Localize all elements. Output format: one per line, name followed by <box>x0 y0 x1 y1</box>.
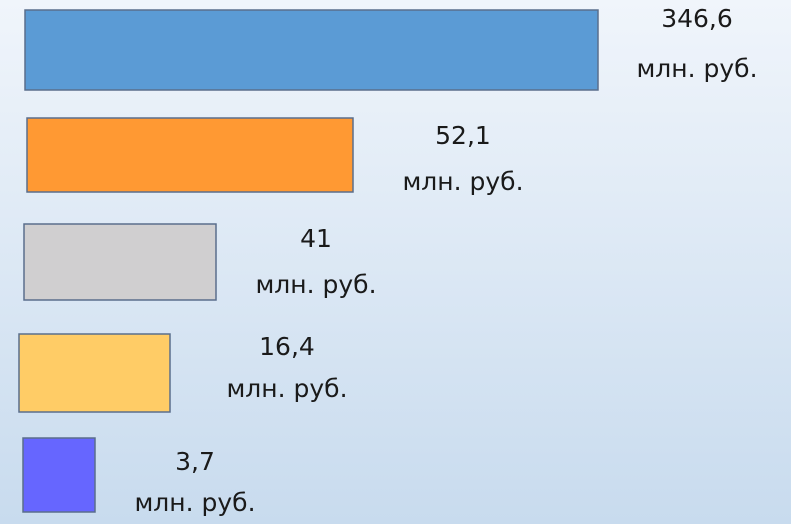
unit-label: млн. руб. <box>636 54 757 83</box>
value-label: 346,6 <box>661 4 733 33</box>
unit-label: млн. руб. <box>226 374 347 403</box>
value-label: 41 <box>300 224 332 253</box>
unit-label: млн. руб. <box>134 488 255 517</box>
bar-shape <box>24 9 599 91</box>
unit-label: млн. руб. <box>402 167 523 196</box>
bar-shape <box>18 333 171 413</box>
value-label: 16,4 <box>259 332 315 361</box>
bar-shape <box>23 223 217 301</box>
bar-shape <box>22 437 96 513</box>
bar-shape <box>26 117 354 193</box>
unit-label: млн. руб. <box>255 270 376 299</box>
value-label: 52,1 <box>435 121 491 150</box>
value-label: 3,7 <box>175 447 215 476</box>
